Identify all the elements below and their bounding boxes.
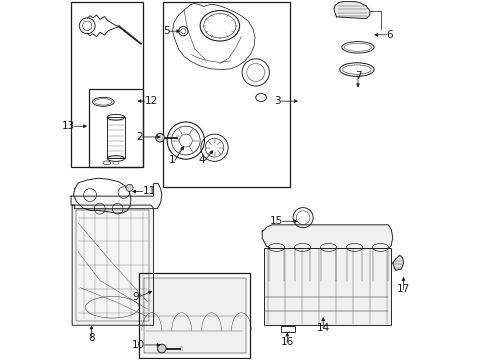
Text: 9: 9 xyxy=(133,292,139,302)
Text: 7: 7 xyxy=(355,71,361,81)
Bar xyxy=(281,326,295,332)
Text: 3: 3 xyxy=(274,96,281,106)
Text: 11: 11 xyxy=(143,186,156,197)
Bar xyxy=(139,273,250,357)
Polygon shape xyxy=(393,255,403,270)
Text: 10: 10 xyxy=(131,340,145,350)
Text: 13: 13 xyxy=(61,121,74,131)
Text: 12: 12 xyxy=(145,96,158,106)
Circle shape xyxy=(126,184,133,192)
Bar xyxy=(107,117,125,158)
Bar xyxy=(163,3,290,187)
Polygon shape xyxy=(71,184,162,209)
Polygon shape xyxy=(144,278,245,353)
Text: 16: 16 xyxy=(281,337,294,347)
Polygon shape xyxy=(334,1,370,19)
Bar xyxy=(71,3,143,167)
Text: 8: 8 xyxy=(88,333,95,343)
Polygon shape xyxy=(72,205,153,325)
Text: 15: 15 xyxy=(270,216,283,226)
Circle shape xyxy=(156,134,164,142)
Text: 14: 14 xyxy=(317,323,330,333)
Text: 1: 1 xyxy=(169,155,175,165)
Text: 5: 5 xyxy=(163,26,170,36)
Text: 17: 17 xyxy=(397,284,410,294)
Text: 6: 6 xyxy=(387,30,393,40)
Text: 4: 4 xyxy=(198,155,205,165)
Text: 2: 2 xyxy=(136,132,143,142)
Circle shape xyxy=(157,344,166,353)
Bar xyxy=(264,248,391,325)
Bar xyxy=(89,89,143,167)
Polygon shape xyxy=(262,225,393,249)
